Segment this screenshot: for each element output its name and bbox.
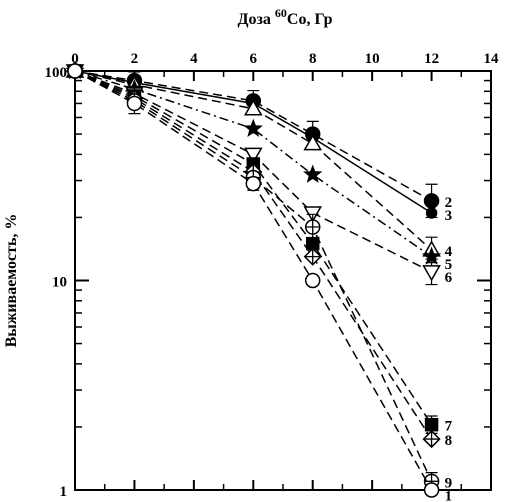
y-tick-label: 1 xyxy=(60,484,68,500)
x-tick-label: 12 xyxy=(424,51,439,67)
y-axis-title: Выживаемость, % xyxy=(3,214,20,348)
series-line xyxy=(74,70,433,491)
data-point xyxy=(67,63,83,79)
x-tick-label: 2 xyxy=(131,51,139,67)
data-point xyxy=(303,134,323,151)
data-point xyxy=(126,95,143,112)
series-line xyxy=(74,70,433,258)
chart-title-superscript: 60 xyxy=(275,6,287,20)
series-line xyxy=(74,70,432,202)
data-point xyxy=(424,417,439,432)
y-tick-label: 10 xyxy=(52,275,67,291)
x-tick-label: 14 xyxy=(484,51,500,67)
data-point xyxy=(303,164,323,183)
data-point xyxy=(304,219,321,235)
x-tick-label: 10 xyxy=(365,51,380,67)
series-label-8: 8 xyxy=(445,433,453,449)
series-label-5: 5 xyxy=(445,257,453,273)
series-label-4: 4 xyxy=(445,244,453,260)
data-point xyxy=(243,118,263,137)
data-point xyxy=(422,430,441,449)
data-point xyxy=(425,207,438,219)
data-point xyxy=(303,247,322,266)
series-label-9: 9 xyxy=(445,475,453,491)
series-label-7: 7 xyxy=(445,419,453,435)
data-point xyxy=(243,99,263,116)
series-label-3: 3 xyxy=(445,208,453,224)
series-label-2: 2 xyxy=(445,195,453,211)
data-point xyxy=(423,193,440,209)
series-label-1: 1 xyxy=(445,488,453,502)
data-point xyxy=(245,175,262,192)
x-tick-label: 4 xyxy=(190,51,198,67)
data-point-cross xyxy=(305,220,320,235)
chart-title-suffix: Co, Гр xyxy=(287,11,333,28)
data-point-cross xyxy=(423,431,440,448)
y-tick-label: 100 xyxy=(45,65,68,81)
data-point xyxy=(304,272,321,289)
chart-title: Доза 60Co, Гр xyxy=(237,6,332,28)
series-label-6: 6 xyxy=(445,270,453,286)
x-tick-label: 0 xyxy=(71,51,79,67)
series-line xyxy=(74,70,433,482)
series-2 xyxy=(67,63,440,219)
data-point xyxy=(423,482,440,498)
series-1 xyxy=(67,63,440,498)
data-point xyxy=(243,147,263,164)
x-tick-label: 8 xyxy=(309,51,317,67)
x-tick-label: 6 xyxy=(250,51,258,67)
chart-title-prefix: Доза xyxy=(237,11,274,28)
series-3 xyxy=(69,65,438,219)
data-point xyxy=(422,265,441,282)
series-line xyxy=(74,70,433,440)
data-point-cross xyxy=(304,248,321,265)
